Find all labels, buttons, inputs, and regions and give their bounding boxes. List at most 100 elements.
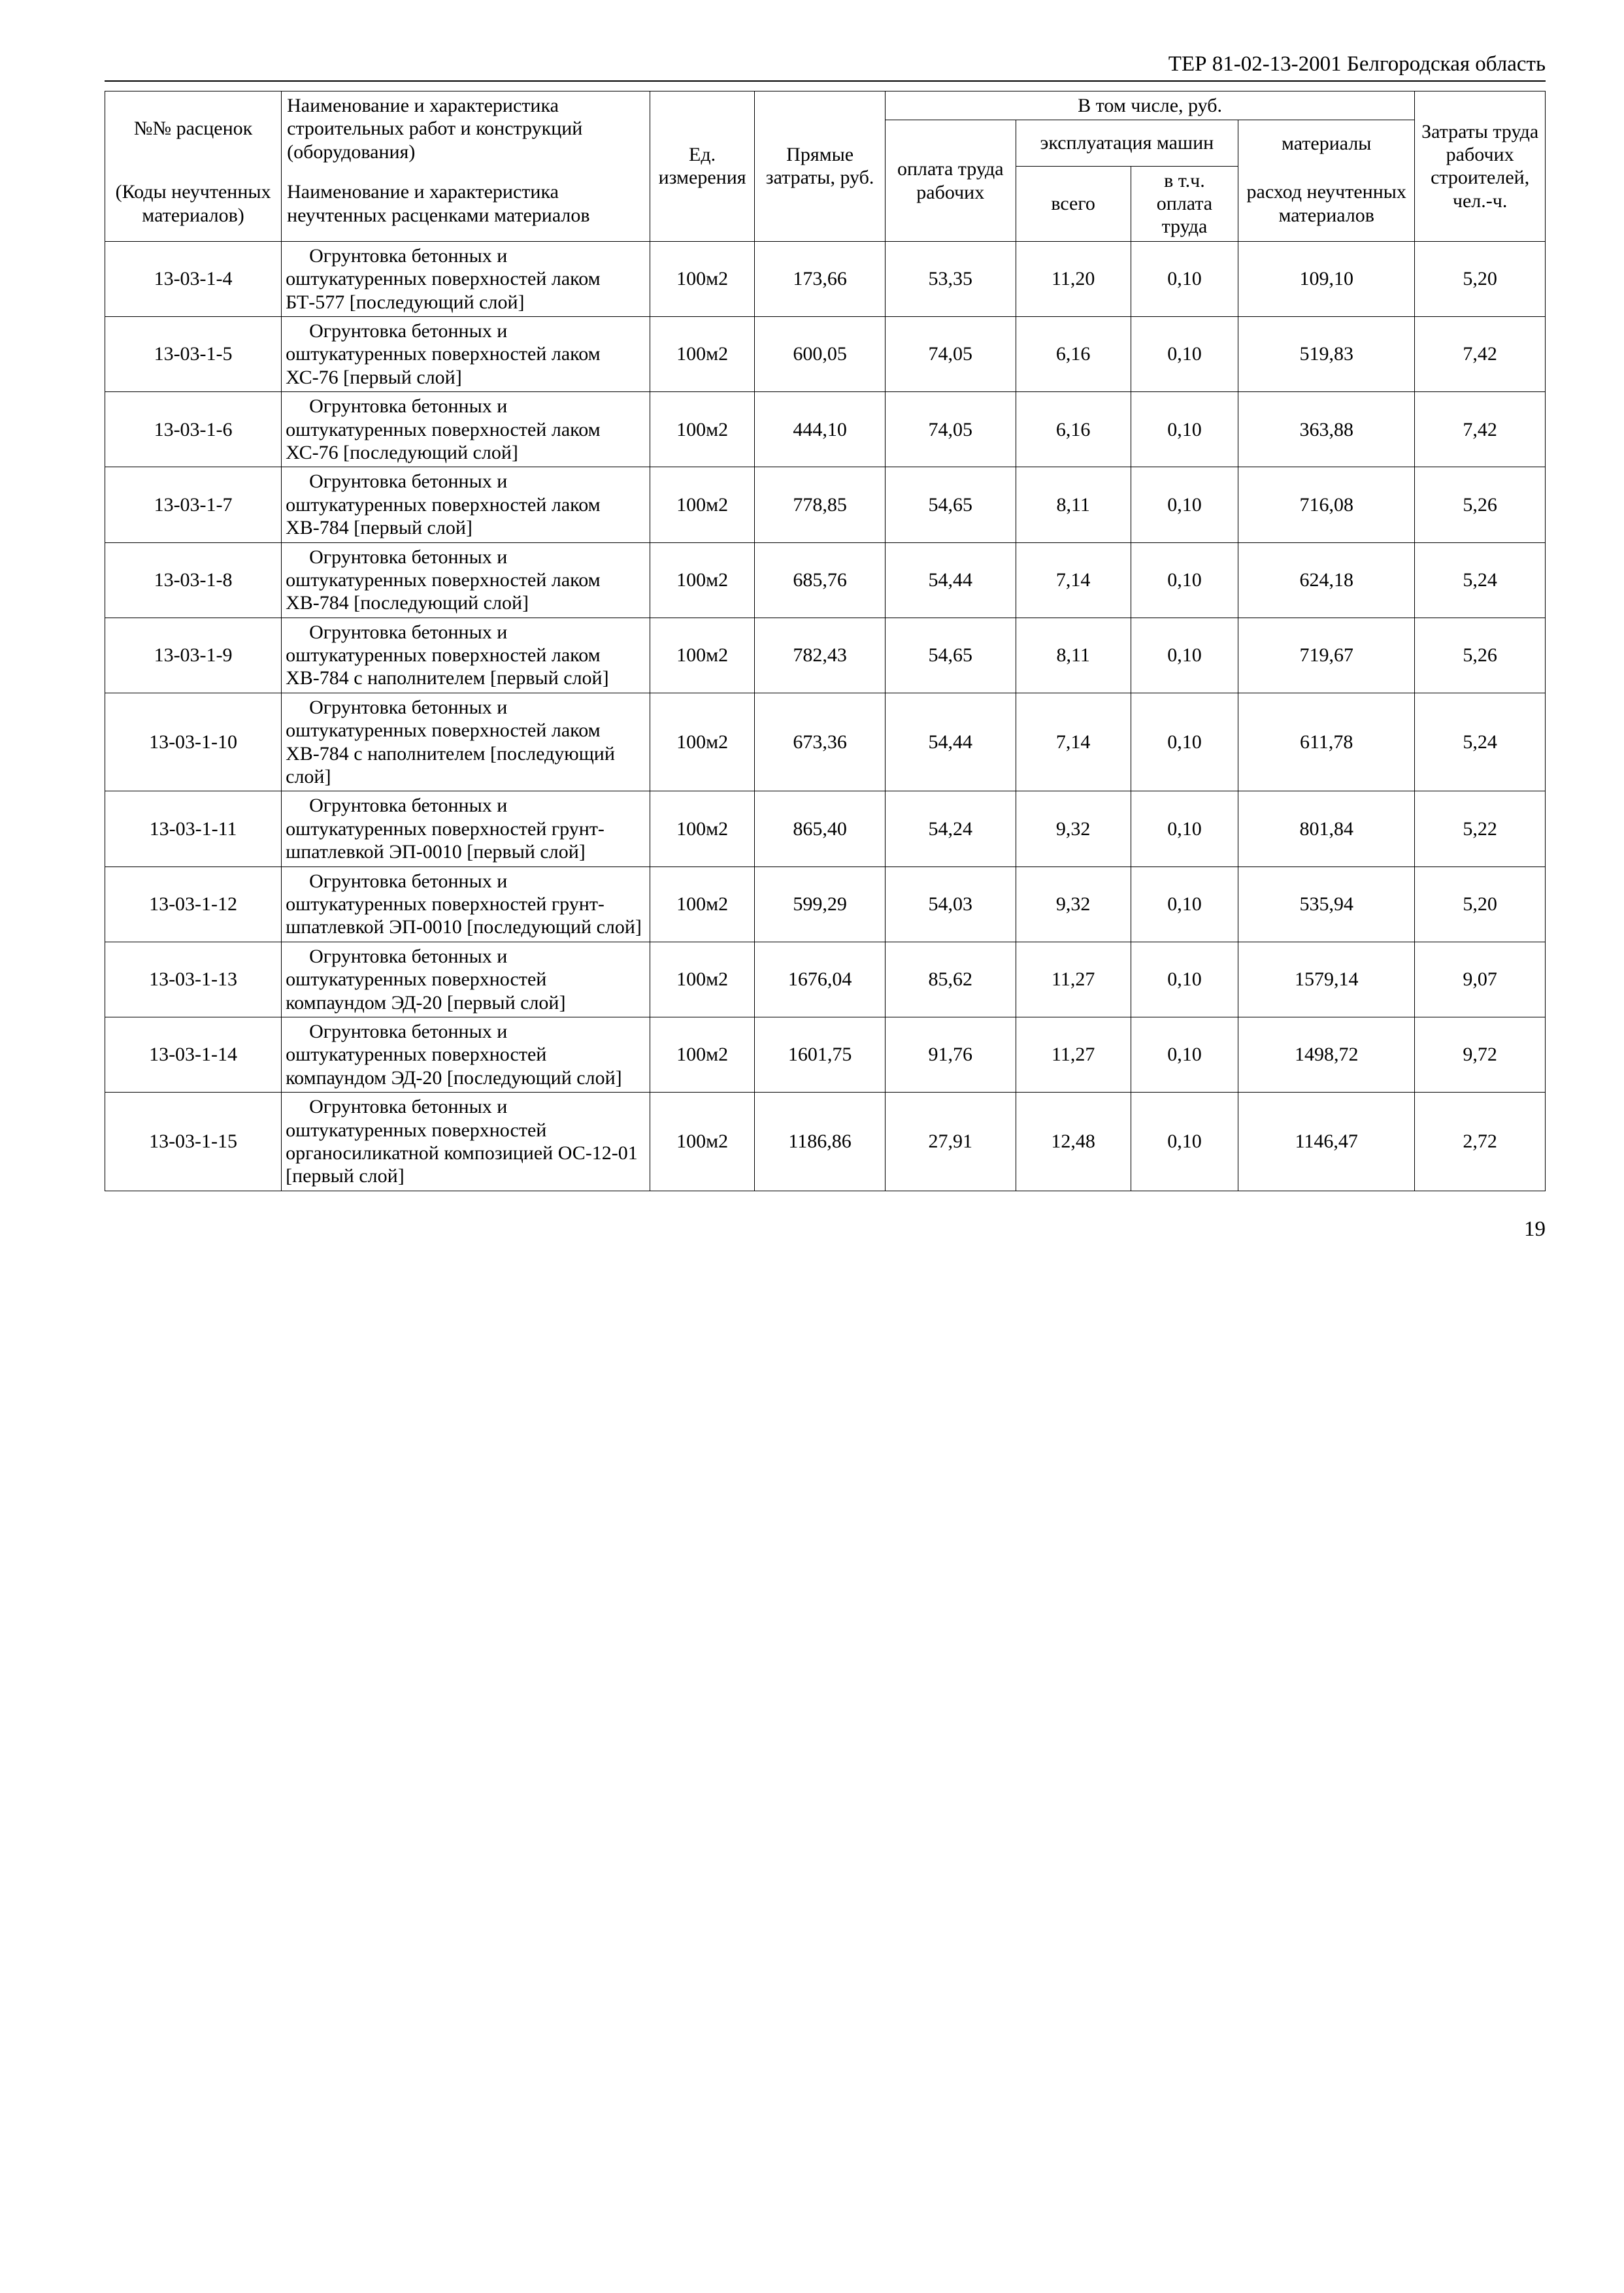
cell-code: 13-03-1-14 (105, 1017, 282, 1092)
cell-mat: 535,94 (1238, 866, 1415, 942)
cell-name: Огрунтовка бетонных и оштукатуренных пов… (282, 467, 650, 542)
cell-vtch: 0,10 (1131, 866, 1238, 942)
hdr-code-top: №№ расценок (105, 91, 282, 167)
cell-name: Огрунтовка бетонных и оштукатуренных пов… (282, 791, 650, 866)
cell-code: 13-03-1-4 (105, 241, 282, 316)
cell-vtch: 0,10 (1131, 542, 1238, 618)
hdr-name-bottom: Наименование и характеристика неучтенных… (282, 166, 650, 241)
cell-zatr: 5,24 (1415, 542, 1546, 618)
cell-vtch: 0,10 (1131, 392, 1238, 467)
hdr-vsego: всего (1016, 166, 1131, 241)
table-row: 13-03-1-6Огрунтовка бетонных и оштукатур… (105, 392, 1546, 467)
cell-direct: 673,36 (755, 693, 886, 791)
hdr-name-top: Наименование и характеристика строительн… (282, 91, 650, 167)
cell-labor: 54,24 (885, 791, 1016, 866)
cell-vtch: 0,10 (1131, 1093, 1238, 1191)
table-row: 13-03-1-10Огрунтовка бетонных и оштукату… (105, 693, 1546, 791)
cell-name: Огрунтовка бетонных и оштукатуренных пов… (282, 618, 650, 693)
cell-vtch: 0,10 (1131, 241, 1238, 316)
cell-name: Огрунтовка бетонных и оштукатуренных пов… (282, 866, 650, 942)
cell-mat: 1579,14 (1238, 942, 1415, 1017)
cell-unit: 100м2 (650, 392, 754, 467)
cell-unit: 100м2 (650, 618, 754, 693)
cell-direct: 173,66 (755, 241, 886, 316)
cell-labor: 54,44 (885, 542, 1016, 618)
cell-mat: 1146,47 (1238, 1093, 1415, 1191)
cell-vsego: 8,11 (1016, 467, 1131, 542)
cell-labor: 85,62 (885, 942, 1016, 1017)
table-row: 13-03-1-14Огрунтовка бетонных и оштукату… (105, 1017, 1546, 1092)
cell-vsego: 6,16 (1016, 317, 1131, 392)
hdr-unit: Ед. измерения (650, 91, 754, 242)
cell-code: 13-03-1-5 (105, 317, 282, 392)
hdr-code-bottom: (Коды неуч­тенных мате­риалов) (105, 166, 282, 241)
cell-zatr: 9,07 (1415, 942, 1546, 1017)
cell-zatr: 5,24 (1415, 693, 1546, 791)
cell-zatr: 5,20 (1415, 866, 1546, 942)
cell-labor: 54,03 (885, 866, 1016, 942)
cell-code: 13-03-1-13 (105, 942, 282, 1017)
cell-zatr: 9,72 (1415, 1017, 1546, 1092)
hdr-machines: эксплуатация машин (1016, 120, 1238, 166)
cell-direct: 600,05 (755, 317, 886, 392)
cell-labor: 54,65 (885, 467, 1016, 542)
rates-table: №№ расценок Наименование и характеристик… (105, 91, 1546, 1191)
cell-name: Огрунтовка бетонных и оштукатуренных пов… (282, 942, 650, 1017)
cell-vtch: 0,10 (1131, 618, 1238, 693)
cell-code: 13-03-1-11 (105, 791, 282, 866)
cell-vsego: 8,11 (1016, 618, 1131, 693)
hdr-labor: оплата труда рабочих (885, 120, 1016, 241)
cell-mat: 109,10 (1238, 241, 1415, 316)
cell-unit: 100м2 (650, 1017, 754, 1092)
cell-vsego: 9,32 (1016, 866, 1131, 942)
cell-zatr: 7,42 (1415, 392, 1546, 467)
cell-vsego: 7,14 (1016, 693, 1131, 791)
cell-direct: 685,76 (755, 542, 886, 618)
cell-vsego: 9,32 (1016, 791, 1131, 866)
table-row: 13-03-1-12Огрунтовка бетонных и оштукату… (105, 866, 1546, 942)
cell-name: Огрунтовка бетонных и оштукатуренных пов… (282, 392, 650, 467)
cell-vtch: 0,10 (1131, 1017, 1238, 1092)
cell-unit: 100м2 (650, 693, 754, 791)
cell-zatr: 7,42 (1415, 317, 1546, 392)
cell-zatr: 2,72 (1415, 1093, 1546, 1191)
cell-vsego: 11,20 (1016, 241, 1131, 316)
cell-mat: 519,83 (1238, 317, 1415, 392)
cell-vsego: 7,14 (1016, 542, 1131, 618)
cell-mat: 363,88 (1238, 392, 1415, 467)
cell-code: 13-03-1-7 (105, 467, 282, 542)
cell-labor: 91,76 (885, 1017, 1016, 1092)
cell-labor: 74,05 (885, 317, 1016, 392)
cell-code: 13-03-1-6 (105, 392, 282, 467)
cell-mat: 624,18 (1238, 542, 1415, 618)
page-header: ТЕР 81-02-13-2001 Белгородская область (105, 52, 1546, 82)
cell-zatr: 5,26 (1415, 618, 1546, 693)
cell-mat: 719,67 (1238, 618, 1415, 693)
cell-vtch: 0,10 (1131, 467, 1238, 542)
cell-direct: 1186,86 (755, 1093, 886, 1191)
cell-unit: 100м2 (650, 942, 754, 1017)
cell-direct: 1601,75 (755, 1017, 886, 1092)
cell-name: Огрунтовка бетонных и оштукатуренных пов… (282, 542, 650, 618)
cell-labor: 53,35 (885, 241, 1016, 316)
cell-unit: 100м2 (650, 866, 754, 942)
cell-vsego: 12,48 (1016, 1093, 1131, 1191)
hdr-materials-bottom: расход не­учтенных материалов (1238, 166, 1415, 241)
cell-vtch: 0,10 (1131, 693, 1238, 791)
cell-direct: 865,40 (755, 791, 886, 866)
hdr-including: В том числе, руб. (885, 91, 1414, 120)
table-row: 13-03-1-9Огрунтовка бетонных и оштукатур… (105, 618, 1546, 693)
cell-unit: 100м2 (650, 467, 754, 542)
cell-vtch: 0,10 (1131, 317, 1238, 392)
table-row: 13-03-1-11Огрунтовка бетонных и оштукату… (105, 791, 1546, 866)
cell-unit: 100м2 (650, 1093, 754, 1191)
cell-direct: 778,85 (755, 467, 886, 542)
cell-mat: 801,84 (1238, 791, 1415, 866)
cell-unit: 100м2 (650, 317, 754, 392)
cell-vtch: 0,10 (1131, 942, 1238, 1017)
cell-zatr: 5,26 (1415, 467, 1546, 542)
cell-name: Огрунтовка бетонных и оштукатуренных пов… (282, 241, 650, 316)
cell-direct: 782,43 (755, 618, 886, 693)
cell-direct: 444,10 (755, 392, 886, 467)
cell-mat: 716,08 (1238, 467, 1415, 542)
